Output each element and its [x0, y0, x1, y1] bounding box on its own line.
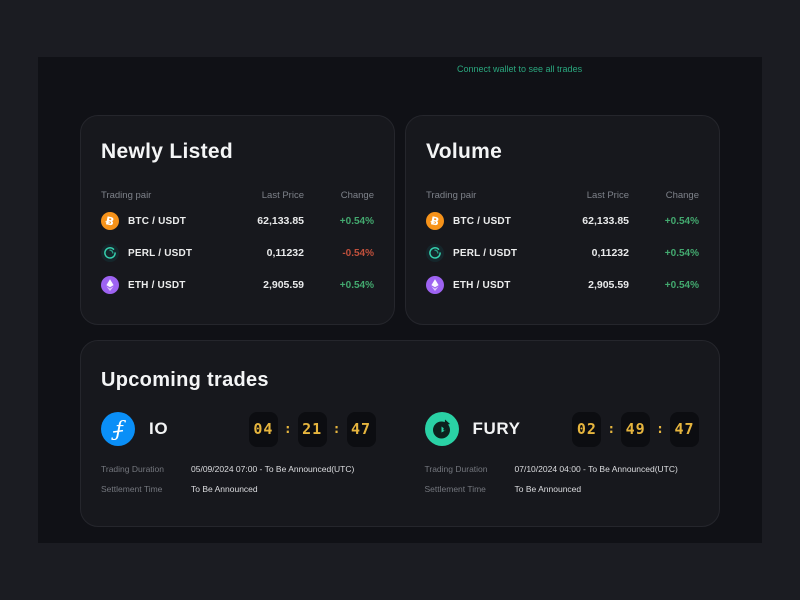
- change-percent: +0.54%: [664, 279, 699, 291]
- column-header-trading-pair: Trading pair: [426, 190, 477, 201]
- upcoming-trades-title: Upcoming trades: [101, 369, 269, 391]
- change-percent: +0.54%: [664, 215, 699, 227]
- table-row[interactable]: Ƀ BTC / USDT 62,133.85 +0.54%: [426, 205, 699, 237]
- settlement-time-value: To Be Announced: [191, 484, 258, 494]
- upcoming-entry-io[interactable]: ƒ IO 04 : 21 : 47 Trading Duration 05/09…: [101, 411, 376, 504]
- last-price: 62,133.85: [582, 215, 629, 227]
- filecoin-icon: ƒ: [101, 412, 135, 446]
- countdown-hours: 04: [248, 411, 278, 447]
- countdown-seconds: 47: [670, 411, 699, 447]
- table-row[interactable]: PERL / USDT 0,11232 +0.54%: [426, 237, 699, 269]
- settlement-time-label: Settlement Time: [101, 484, 163, 494]
- change-percent: +0.54%: [664, 247, 699, 259]
- newly-listed-title: Newly Listed: [101, 140, 233, 163]
- countdown-minutes: 21: [297, 411, 327, 447]
- countdown-timer: 04 : 21 : 47: [248, 411, 376, 447]
- svg-text:ƒ: ƒ: [111, 417, 126, 441]
- trading-duration-value: 07/10/2024 04:00 - To Be Announced(UTC): [514, 464, 678, 474]
- main-content-panel: Connect wallet to see all trades Newly L…: [38, 57, 762, 543]
- settlement-time-value: To Be Announced: [514, 484, 582, 494]
- countdown-hours: 02: [572, 411, 602, 447]
- volume-title: Volume: [426, 140, 503, 163]
- table-row[interactable]: ETH / USDT 2,905.59 +0.54%: [101, 269, 374, 301]
- last-price: 2,905.59: [588, 279, 629, 291]
- table-header: Trading pair Last Price Change: [101, 190, 374, 201]
- upcoming-trades-card: Upcoming trades ƒ IO 04 : 21 : 47 T: [80, 340, 720, 527]
- last-price: 0,11232: [591, 247, 629, 259]
- table-body: Ƀ BTC / USDT 62,133.85 +0.54% PERL / USD…: [426, 205, 699, 301]
- pair-label: ETH / USDT: [128, 279, 186, 291]
- settlement-time-label: Settlement Time: [424, 484, 486, 494]
- trading-duration-value: 05/09/2024 07:00 - To Be Announced(UTC): [191, 464, 355, 474]
- trading-duration-label: Trading Duration: [101, 464, 164, 474]
- pair-label: BTC / USDT: [453, 215, 512, 227]
- pair-label: PERL / USDT: [453, 247, 518, 259]
- trading-duration-label: Trading Duration: [424, 464, 488, 474]
- change-percent: +0.54%: [339, 279, 374, 291]
- table-header: Trading pair Last Price Change: [426, 190, 699, 201]
- countdown-separator: :: [656, 421, 664, 437]
- volume-card: Volume Trading pair Last Price Change Ƀ …: [405, 115, 720, 325]
- pair-label: ETH / USDT: [453, 279, 511, 291]
- last-price: 0,11232: [266, 247, 304, 259]
- countdown-separator: :: [283, 421, 292, 437]
- table-body: Ƀ BTC / USDT 62,133.85 +0.54% PERL / USD…: [101, 205, 374, 301]
- connect-wallet-link[interactable]: Connect wallet to see all trades: [457, 64, 583, 74]
- table-row[interactable]: ETH / USDT 2,905.59 +0.54%: [426, 269, 699, 301]
- pair-label: PERL / USDT: [128, 247, 193, 259]
- last-price: 62,133.85: [257, 215, 304, 227]
- perl-icon: [426, 244, 444, 262]
- svg-text:Ƀ: Ƀ: [104, 214, 115, 228]
- change-percent: +0.54%: [339, 215, 374, 227]
- token-name: IO: [149, 419, 169, 438]
- countdown-timer: 02 : 49 : 47: [572, 411, 699, 447]
- btc-icon: Ƀ: [426, 212, 444, 230]
- svg-text:Ƀ: Ƀ: [429, 214, 440, 228]
- column-header-trading-pair: Trading pair: [101, 190, 152, 201]
- token-name: FURY: [472, 419, 521, 438]
- pair-label: BTC / USDT: [128, 215, 187, 227]
- table-row[interactable]: Ƀ BTC / USDT 62,133.85 +0.54%: [101, 205, 374, 237]
- eth-icon: [101, 276, 119, 294]
- table-row[interactable]: PERL / USDT 0,11232 -0.54%: [101, 237, 374, 269]
- btc-icon: Ƀ: [101, 212, 119, 230]
- fury-icon: [424, 412, 459, 446]
- countdown-separator: :: [332, 421, 341, 437]
- countdown-seconds: 47: [346, 411, 376, 447]
- column-header-change: Change: [665, 190, 699, 201]
- column-header-change: Change: [340, 190, 374, 201]
- newly-listed-card: Newly Listed Trading pair Last Price Cha…: [80, 115, 395, 325]
- countdown-separator: :: [607, 421, 616, 437]
- perl-icon: [101, 244, 119, 262]
- column-header-last-price: Last Price: [261, 190, 304, 201]
- last-price: 2,905.59: [263, 279, 304, 291]
- column-header-last-price: Last Price: [586, 190, 629, 201]
- change-percent: -0.54%: [342, 247, 374, 259]
- upcoming-entry-fury[interactable]: FURY 02 : 49 : 47 Trading Duration 07/10…: [424, 411, 699, 504]
- countdown-minutes: 49: [621, 411, 651, 447]
- eth-icon: [426, 276, 444, 294]
